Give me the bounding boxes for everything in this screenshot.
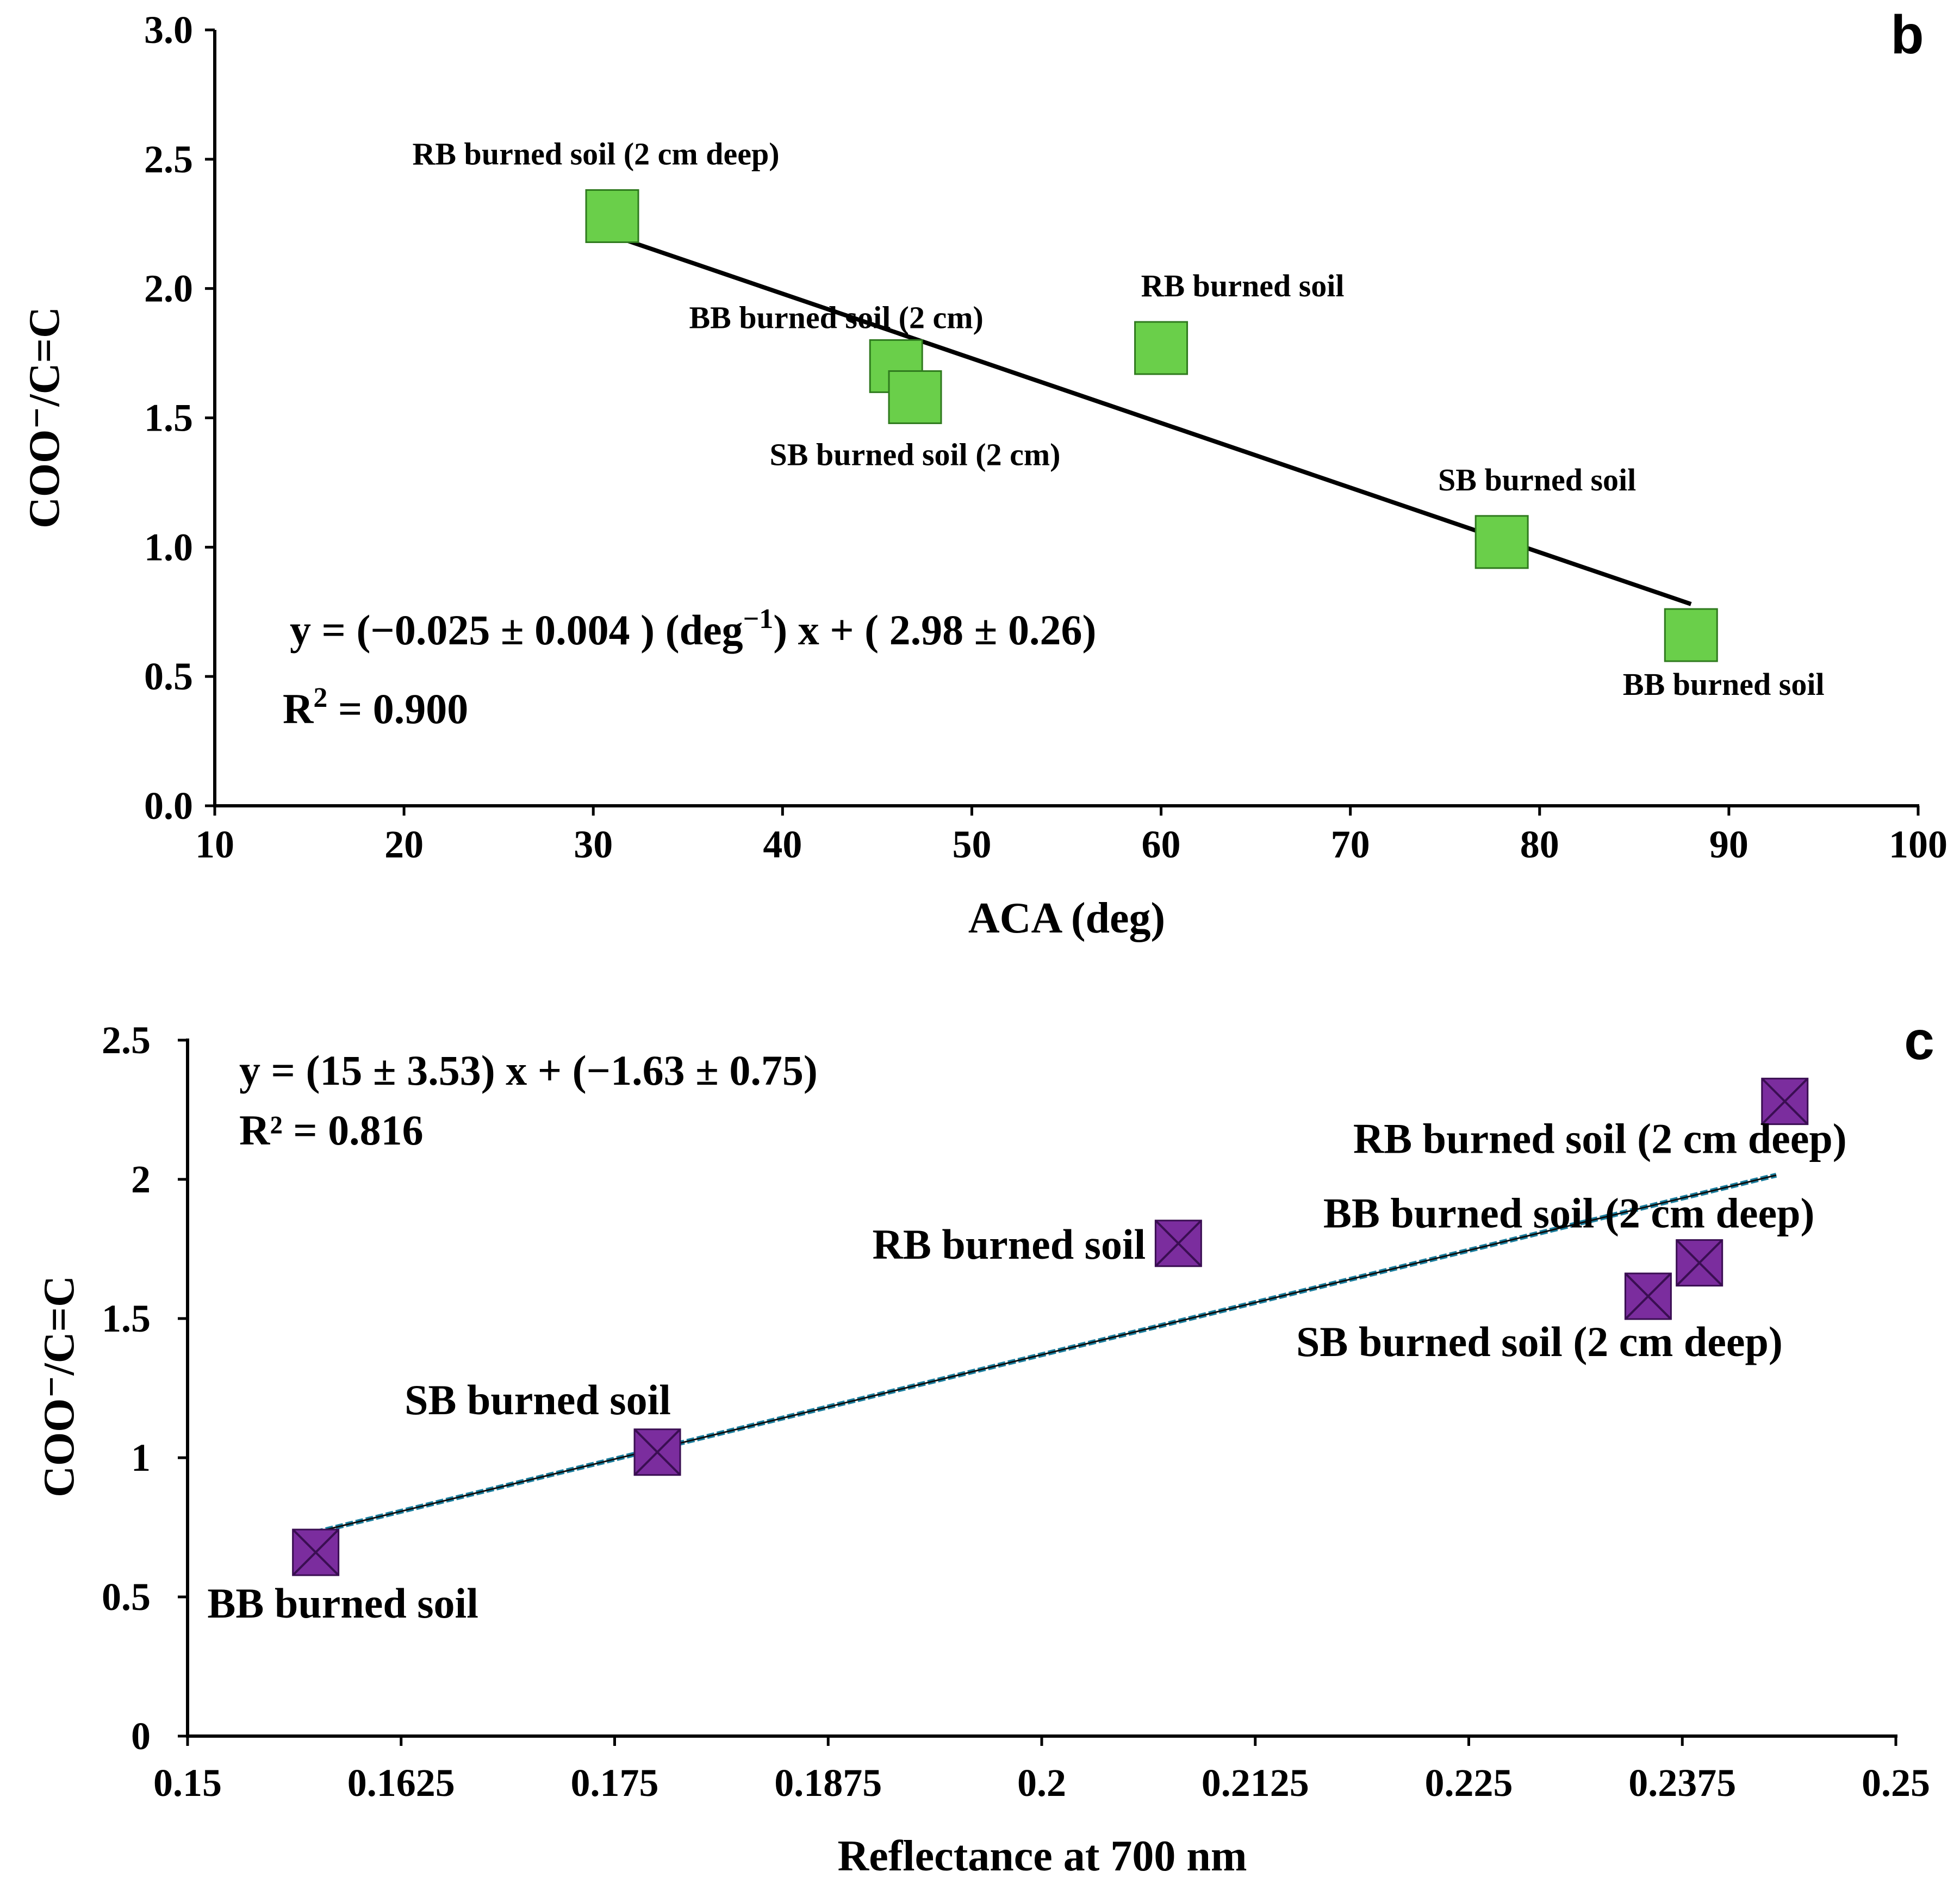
panel-b-labels: RB burned soil (2 cm deep) BB burned soil…: [412, 136, 1824, 702]
panel-b-x-tick-label: 100: [1889, 823, 1947, 866]
panel-c-point: [292, 1528, 340, 1576]
panel-c-y-tick-label: 1.5: [102, 1297, 151, 1340]
panel-c-x-tick-label: 0.2375: [1628, 1761, 1736, 1805]
panel-c-point-cross-b: [292, 1528, 340, 1576]
panel-b-chart: b 10 20 30 40 50 60 70 80 90 100 0.0 0.5 1.0 1.5 2.0 2.…: [21, 4, 1947, 942]
panel-b-x-title: ACA (deg): [968, 894, 1165, 942]
panel-c-fit-line-core: [315, 1174, 1777, 1533]
panel-c-x-tick-label: 0.25: [1862, 1761, 1930, 1805]
panel-c-letter: c: [1904, 1010, 1934, 1071]
panel-b-data-label: RB burned soil: [1141, 268, 1345, 303]
panel-c-x-tick-label: 0.1875: [774, 1761, 882, 1805]
panel-b-y-tick-label: 1.0: [144, 525, 193, 569]
panel-b-y-tick-label: 2.5: [144, 138, 193, 181]
panel-c-y-tick-label: 2: [131, 1158, 151, 1201]
panel-b-data-label: SB burned soil: [1438, 462, 1636, 498]
panel-c-x-tick-label: 0.2125: [1202, 1761, 1309, 1805]
panel-b-x-tick-label: 50: [952, 823, 991, 866]
panel-b-equation: y = (−0.025 ± 0.004 ) (deg−1) x + ( 2.98…: [290, 604, 1096, 654]
panel-c-labels: BB burned soil SB burned soil RB burned so…: [207, 1115, 1846, 1627]
panel-b-point: [888, 370, 942, 424]
panel-b-point: [1134, 321, 1189, 375]
panel-b-letter: b: [1890, 4, 1924, 65]
panel-b-x-tick-label: 60: [1142, 823, 1181, 866]
panel-c-y-tick-label: 0: [131, 1714, 151, 1758]
panel-c-r-squared: R² = 0.816: [239, 1106, 424, 1154]
panel-c-point-cross-b: [1154, 1220, 1202, 1267]
panel-b-point: [1664, 608, 1718, 662]
panel-c-x-tick-label: 0.1625: [347, 1761, 455, 1805]
panel-c-point: [1761, 1078, 1809, 1126]
panel-b-x-tick-label: 20: [384, 823, 424, 866]
panel-c-data-label: BB burned soil: [207, 1580, 478, 1627]
panel-c-point: [1624, 1272, 1672, 1320]
panel-c-x-title: Reflectance at 700 nm: [837, 1832, 1247, 1880]
panel-b-y-tick-label: 0.5: [144, 655, 193, 698]
panel-b-x-tick-label: 90: [1709, 823, 1749, 866]
panel-b-y-title: COO⁻/C=C: [21, 307, 69, 528]
panel-b-data-label: BB burned soil (2 cm): [689, 300, 984, 335]
panel-c-data-label: SB burned soil (2 cm deep): [1296, 1318, 1783, 1365]
panel-b-r2-sup: 2: [313, 682, 327, 713]
panel-c-equation: y = (15 ± 3.53) x + (−1.63 ± 0.75): [239, 1047, 818, 1094]
panel-c-y-tick-label: 1: [131, 1436, 151, 1479]
panel-c-data-label: RB burned soil: [873, 1221, 1146, 1268]
panel-b-y-tick-label: 3.0: [144, 8, 193, 52]
panel-c-point: [1676, 1239, 1723, 1287]
panel-c-x-tick-label: 0.175: [571, 1761, 659, 1805]
panel-c-point-cross-b: [1761, 1078, 1809, 1126]
panel-c-x-tick-label: 0.225: [1425, 1761, 1513, 1805]
panel-c-point: [1154, 1220, 1202, 1267]
panel-b-equation-head: y = (−0.025 ± 0.004 ) (deg: [290, 606, 743, 654]
panel-c-points: [292, 1078, 1809, 1576]
panel-c-y-tick-label: 0.5: [102, 1575, 151, 1619]
panel-b-x-tick-label: 30: [574, 823, 613, 866]
panel-c-point-cross-b: [1676, 1239, 1723, 1287]
panel-b-ticks: 10 20 30 40 50 60 70 80 90 100 0.0 0.5 1.0 1.5 2.0 2.5 3…: [144, 8, 1947, 866]
panel-c-point-cross-b: [1624, 1272, 1672, 1320]
panel-c-x-tick-label: 0.15: [153, 1761, 222, 1805]
panel-b-y-tick-label: 0.0: [144, 784, 193, 828]
panel-c-y-title: COO⁻/C=C: [35, 1276, 83, 1497]
panel-c-y-tick-label: 2.5: [102, 1018, 151, 1062]
panel-b-x-tick-label: 40: [763, 823, 802, 866]
panel-b-r2-value: = 0.900: [327, 685, 468, 732]
panel-c-data-label: BB burned soil (2 cm deep): [1323, 1190, 1815, 1237]
panel-b-r2-prefix: R: [283, 685, 314, 732]
panel-b-point: [585, 189, 639, 243]
panel-c-point-cross-b: [633, 1428, 681, 1476]
panel-c-point: [633, 1428, 681, 1476]
panel-b-r-squared: R2 = 0.900: [283, 682, 468, 732]
panel-b-y-tick-label: 2.0: [144, 267, 193, 310]
panel-b-equation-tail: ) x + ( 2.98 ± 0.26): [773, 606, 1096, 654]
panel-b-data-label: BB burned soil: [1623, 667, 1825, 702]
panel-c-ticks: 0.15 0.1625 0.175 0.1875 0.2 0.2125 0.225 0.237…: [102, 1018, 1930, 1805]
panel-b-data-label: RB burned soil (2 cm deep): [412, 136, 779, 171]
panel-b-equation-sup: −1: [743, 604, 774, 635]
panel-b-x-tick-label: 70: [1331, 823, 1370, 866]
panel-c-data-label: RB burned soil (2 cm deep): [1353, 1115, 1847, 1162]
panel-c-fit-layer: [315, 1172, 1777, 1535]
panel-c-chart: c 0.15 0.1625 0.175 0.1875 0.2 0.2125 0.225 0.2…: [35, 1010, 1934, 1880]
panel-c-x-tick-label: 0.2: [1017, 1761, 1066, 1805]
panel-c-data-label: SB burned soil: [405, 1376, 671, 1423]
panel-b-points: [585, 189, 1718, 662]
panel-b-point: [1474, 515, 1529, 569]
panel-b-y-tick-label: 1.5: [144, 396, 193, 440]
panel-b-x-tick-label: 10: [195, 823, 234, 866]
panel-b-data-label: SB burned soil (2 cm): [770, 437, 1061, 472]
panel-b-x-tick-label: 80: [1520, 823, 1559, 866]
